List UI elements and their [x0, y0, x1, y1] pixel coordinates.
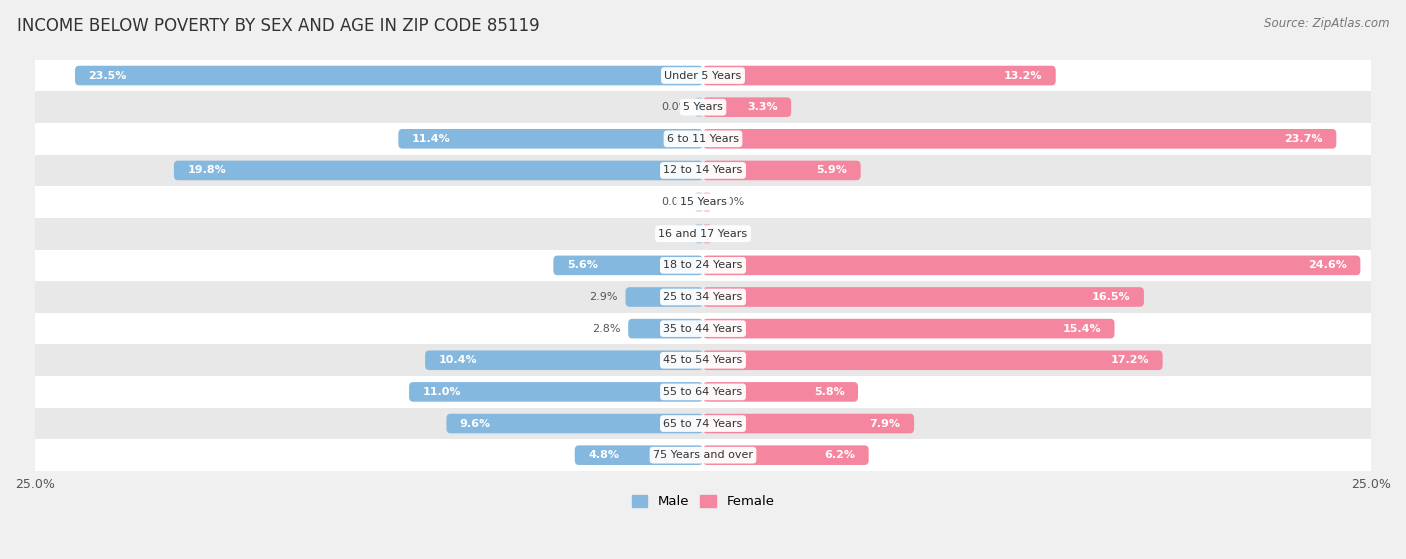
Bar	[35, 408, 1371, 439]
FancyBboxPatch shape	[75, 66, 703, 86]
Text: 0.0%: 0.0%	[661, 102, 689, 112]
FancyBboxPatch shape	[425, 350, 703, 370]
Text: 5.9%: 5.9%	[817, 165, 848, 176]
Bar	[35, 218, 1371, 249]
FancyBboxPatch shape	[703, 66, 1056, 86]
Text: 3.3%: 3.3%	[747, 102, 778, 112]
FancyBboxPatch shape	[703, 350, 1163, 370]
Text: 24.6%: 24.6%	[1308, 260, 1347, 271]
Text: 25 to 34 Years: 25 to 34 Years	[664, 292, 742, 302]
Text: 0.0%: 0.0%	[661, 197, 689, 207]
Text: 2.8%: 2.8%	[592, 324, 620, 334]
FancyBboxPatch shape	[626, 287, 703, 307]
FancyBboxPatch shape	[409, 382, 703, 402]
Text: 6 to 11 Years: 6 to 11 Years	[666, 134, 740, 144]
FancyBboxPatch shape	[703, 446, 869, 465]
Text: 0.0%: 0.0%	[661, 229, 689, 239]
Text: 5.6%: 5.6%	[567, 260, 598, 271]
FancyBboxPatch shape	[695, 192, 703, 212]
FancyBboxPatch shape	[554, 255, 703, 275]
FancyBboxPatch shape	[703, 160, 860, 180]
FancyBboxPatch shape	[447, 414, 703, 433]
Bar	[35, 186, 1371, 218]
Bar	[35, 344, 1371, 376]
Text: 10.4%: 10.4%	[439, 356, 477, 365]
Bar	[35, 60, 1371, 91]
Text: Under 5 Years: Under 5 Years	[665, 70, 741, 80]
FancyBboxPatch shape	[695, 97, 703, 117]
Text: 2.9%: 2.9%	[589, 292, 617, 302]
Text: 17.2%: 17.2%	[1111, 356, 1149, 365]
Legend: Male, Female: Male, Female	[626, 490, 780, 514]
Text: 19.8%: 19.8%	[187, 165, 226, 176]
Text: Source: ZipAtlas.com: Source: ZipAtlas.com	[1264, 17, 1389, 30]
Text: 0.0%: 0.0%	[717, 197, 745, 207]
Text: 75 Years and over: 75 Years and over	[652, 450, 754, 460]
Text: 45 to 54 Years: 45 to 54 Years	[664, 356, 742, 365]
FancyBboxPatch shape	[703, 129, 1336, 149]
FancyBboxPatch shape	[575, 446, 703, 465]
Text: 23.7%: 23.7%	[1285, 134, 1323, 144]
Bar	[35, 313, 1371, 344]
Text: 55 to 64 Years: 55 to 64 Years	[664, 387, 742, 397]
Text: 35 to 44 Years: 35 to 44 Years	[664, 324, 742, 334]
FancyBboxPatch shape	[703, 255, 1361, 275]
FancyBboxPatch shape	[695, 224, 703, 244]
Text: 5.8%: 5.8%	[814, 387, 845, 397]
Text: 18 to 24 Years: 18 to 24 Years	[664, 260, 742, 271]
Bar	[35, 376, 1371, 408]
Text: 9.6%: 9.6%	[460, 419, 491, 429]
Text: 11.4%: 11.4%	[412, 134, 450, 144]
FancyBboxPatch shape	[628, 319, 703, 338]
FancyBboxPatch shape	[703, 414, 914, 433]
Text: INCOME BELOW POVERTY BY SEX AND AGE IN ZIP CODE 85119: INCOME BELOW POVERTY BY SEX AND AGE IN Z…	[17, 17, 540, 35]
Bar	[35, 249, 1371, 281]
Text: 0.0%: 0.0%	[717, 229, 745, 239]
Text: 7.9%: 7.9%	[870, 419, 901, 429]
FancyBboxPatch shape	[703, 97, 792, 117]
Text: 5 Years: 5 Years	[683, 102, 723, 112]
FancyBboxPatch shape	[174, 160, 703, 180]
Text: 16.5%: 16.5%	[1092, 292, 1130, 302]
Text: 6.2%: 6.2%	[824, 450, 855, 460]
FancyBboxPatch shape	[398, 129, 703, 149]
Bar	[35, 439, 1371, 471]
Text: 65 to 74 Years: 65 to 74 Years	[664, 419, 742, 429]
FancyBboxPatch shape	[703, 224, 711, 244]
Text: 15.4%: 15.4%	[1063, 324, 1101, 334]
Text: 4.8%: 4.8%	[588, 450, 619, 460]
Text: 12 to 14 Years: 12 to 14 Years	[664, 165, 742, 176]
Text: 15 Years: 15 Years	[679, 197, 727, 207]
Bar	[35, 155, 1371, 186]
Text: 13.2%: 13.2%	[1004, 70, 1042, 80]
FancyBboxPatch shape	[703, 382, 858, 402]
Text: 23.5%: 23.5%	[89, 70, 127, 80]
Text: 16 and 17 Years: 16 and 17 Years	[658, 229, 748, 239]
Bar	[35, 123, 1371, 155]
Bar	[35, 281, 1371, 313]
Bar	[35, 91, 1371, 123]
FancyBboxPatch shape	[703, 319, 1115, 338]
FancyBboxPatch shape	[703, 192, 711, 212]
FancyBboxPatch shape	[703, 287, 1144, 307]
Text: 11.0%: 11.0%	[422, 387, 461, 397]
